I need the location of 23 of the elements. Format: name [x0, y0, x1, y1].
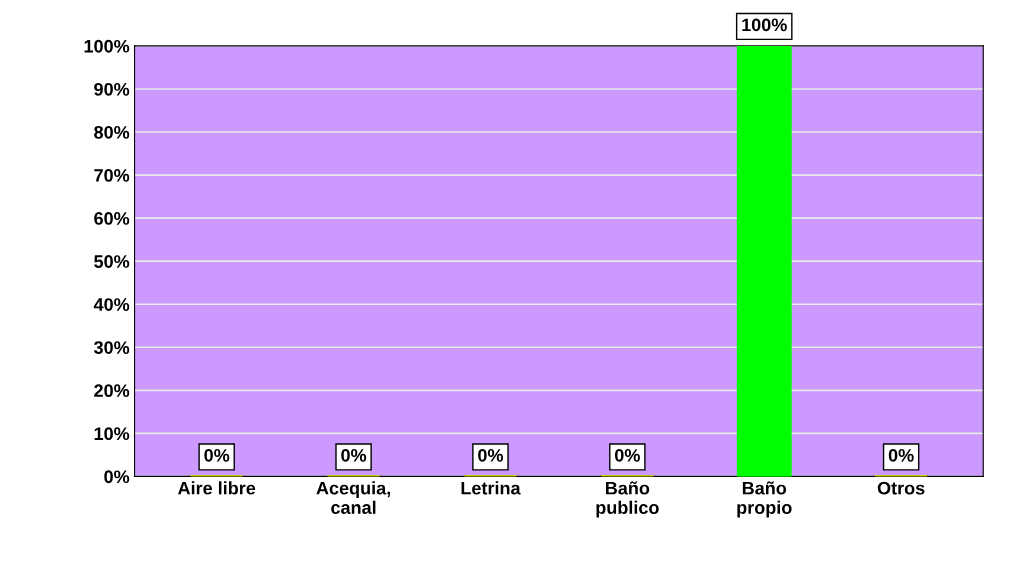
- y-tick-label: 70%: [94, 169, 130, 182]
- x-tick-label: Acequia, canal: [316, 481, 390, 514]
- x-tick-label: Letrina: [461, 481, 521, 495]
- x-tick-label: Baño propio: [737, 481, 792, 518]
- y-tick-label: 100%: [84, 39, 130, 53]
- data-label: 100%: [742, 18, 787, 32]
- y-tick-label: 10%: [94, 427, 130, 441]
- y-tick-label: 40%: [93, 298, 130, 311]
- x-tick-label: Aire libre: [178, 481, 256, 495]
- y-tick-label: 50%: [94, 255, 130, 268]
- x-tick-label: Baño publico: [596, 481, 659, 518]
- data-label: 0%: [341, 448, 367, 462]
- y-tick-label: 80%: [94, 125, 130, 139]
- y-tick-label: 0%: [104, 470, 130, 484]
- data-label: 0%: [204, 448, 230, 462]
- x-tick-label: Otros: [877, 481, 925, 495]
- data-label: 0%: [615, 448, 640, 462]
- y-tick-label: 60%: [94, 212, 130, 225]
- data-label: 0%: [478, 448, 504, 462]
- y-tick-label: 30%: [93, 341, 130, 355]
- y-tick-label: 90%: [94, 82, 130, 96]
- data-label: 0%: [888, 448, 914, 462]
- y-tick-label: 20%: [94, 384, 130, 398]
